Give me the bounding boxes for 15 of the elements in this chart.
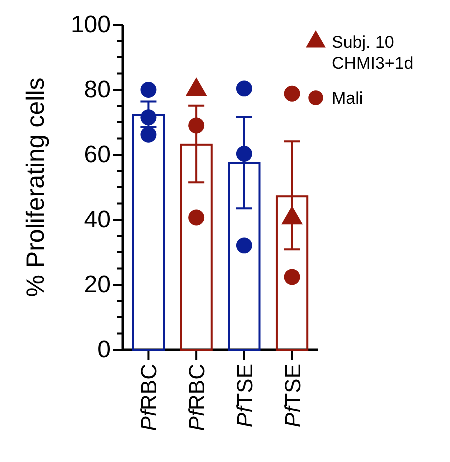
y-tick-label: 40 — [84, 206, 111, 234]
y-tick-label: 80 — [84, 76, 111, 104]
x-tick-label: PfTSE — [232, 364, 258, 428]
y-axis-title: % Proliferating cells — [22, 78, 50, 298]
x-tick-label: PfRBC — [136, 364, 162, 432]
legend-label: Subj. 10 CHMI3+1d — [332, 33, 414, 73]
y-tick-label: 100 — [70, 12, 111, 39]
x-tick-label: PfTSE — [280, 364, 306, 428]
y-tick-label: 60 — [84, 142, 111, 169]
point — [236, 238, 252, 254]
y-tick-label: 0 — [98, 336, 111, 364]
x-tick-label: PfRBC — [184, 364, 210, 432]
y-tick-label: 20 — [84, 272, 111, 299]
point — [140, 126, 157, 143]
legend-label: Mali — [332, 89, 364, 108]
